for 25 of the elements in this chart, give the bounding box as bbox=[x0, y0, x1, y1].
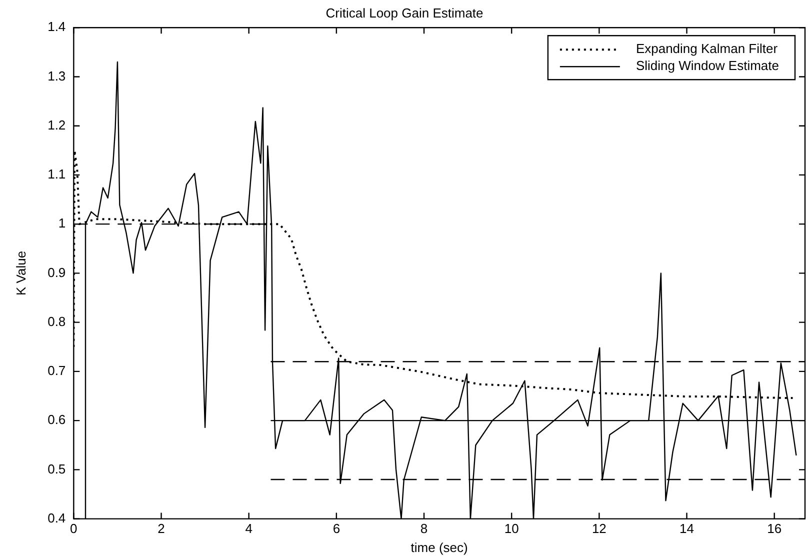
x-tick-label: 10 bbox=[504, 521, 519, 536]
x-tick-label: 14 bbox=[680, 521, 694, 536]
x-tick-label: 8 bbox=[420, 521, 428, 536]
y-tick-label: 1.2 bbox=[48, 117, 66, 132]
x-tick-label: 0 bbox=[70, 521, 78, 536]
y-tick-label: 0.6 bbox=[48, 412, 66, 428]
y-axis-title: K Value bbox=[13, 250, 28, 296]
y-tick-label: 0.7 bbox=[48, 363, 66, 378]
y-tick-label: 0.9 bbox=[48, 264, 66, 280]
y-tick-label: 1 bbox=[58, 216, 66, 231]
x-tick-label: 12 bbox=[592, 521, 606, 536]
y-tick-label: 0.8 bbox=[48, 314, 66, 329]
y-tick-label: 0.4 bbox=[48, 510, 66, 526]
x-axis-title: time (sec) bbox=[410, 540, 468, 555]
chart-title: Critical Loop Gain Estimate bbox=[326, 5, 484, 20]
x-tick-label: 4 bbox=[245, 521, 252, 536]
y-tick-label: 1.1 bbox=[48, 166, 66, 182]
y-tick-label: 0.5 bbox=[48, 461, 66, 476]
x-tick-label: 16 bbox=[767, 521, 782, 536]
x-tick-label: 2 bbox=[158, 521, 165, 536]
x-tick-label: 6 bbox=[332, 521, 340, 536]
y-tick-label: 1.3 bbox=[48, 68, 66, 84]
legend-label: Sliding Window Estimate bbox=[636, 58, 780, 74]
legend-label: Expanding Kalman Filter bbox=[636, 41, 778, 56]
y-tick-label: 1.4 bbox=[48, 19, 66, 34]
